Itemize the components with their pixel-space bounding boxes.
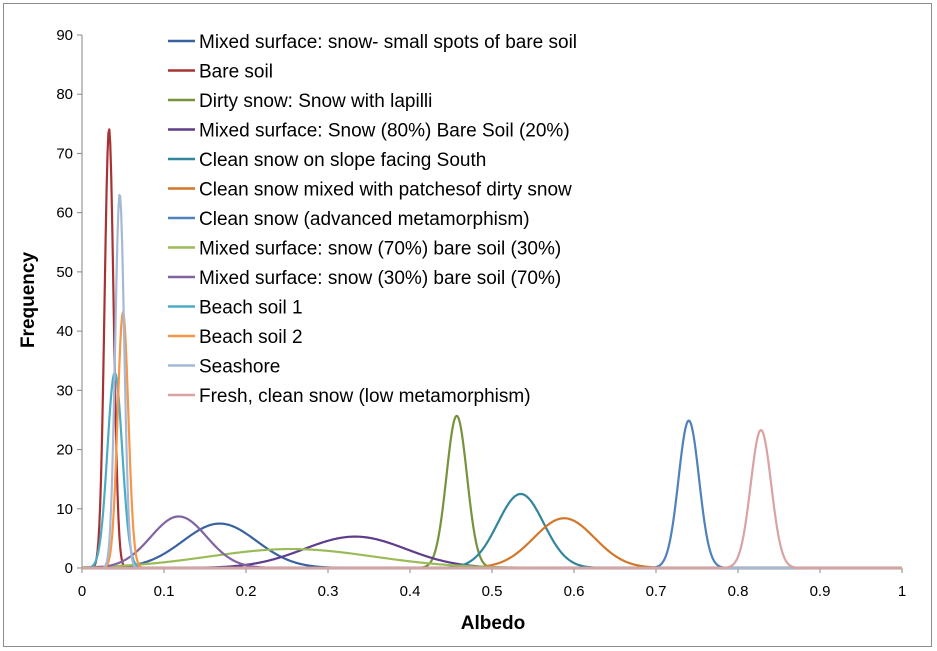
x-tick-label: 0.8 bbox=[728, 583, 749, 600]
legend-entry: Fresh, clean snow (low metamorphism) bbox=[199, 386, 531, 407]
x-tick-label: 0.1 bbox=[154, 583, 175, 600]
x-tick-label: 0.4 bbox=[400, 583, 421, 600]
legend: Mixed surface: snow- small spots of bare… bbox=[168, 32, 577, 407]
y-tick-label: 20 bbox=[56, 442, 73, 459]
legend-entry: Beach soil 1 bbox=[199, 298, 303, 319]
x-tick-label: 0.2 bbox=[236, 583, 257, 600]
legend-entry: Beach soil 2 bbox=[199, 327, 303, 348]
x-tick-label: 0.7 bbox=[646, 583, 667, 600]
legend-entry: Bare soil bbox=[199, 62, 273, 83]
x-tick-label: 0.3 bbox=[318, 583, 339, 600]
y-tick-label: 0 bbox=[65, 560, 73, 577]
series-line-3 bbox=[81, 414, 903, 570]
legend-entry: Dirty snow: Snow with lapilli bbox=[199, 91, 432, 112]
series-line-7 bbox=[81, 419, 903, 570]
y-tick-label: 30 bbox=[56, 382, 73, 399]
series-curves bbox=[81, 128, 903, 570]
x-tick-label: 0 bbox=[78, 583, 86, 600]
y-axis-title: Frequency bbox=[18, 252, 39, 349]
legend-entry: Mixed surface: Snow (80%) Bare Soil (20%… bbox=[199, 121, 570, 142]
legend-entry: Clean snow (advanced metamorphism) bbox=[199, 209, 530, 230]
series-line-11 bbox=[81, 311, 903, 570]
y-tick-label: 80 bbox=[56, 86, 73, 103]
legend-entry: Mixed surface: snow (30%) bare soil (70%… bbox=[199, 268, 561, 289]
y-tick-label: 70 bbox=[56, 145, 73, 162]
y-tick-label: 60 bbox=[56, 205, 73, 222]
legend-entry: Clean snow on slope facing South bbox=[199, 150, 486, 171]
legend-entry: Mixed surface: snow (70%) bare soil (30%… bbox=[199, 239, 561, 260]
series-line-1 bbox=[81, 522, 903, 570]
x-tick-label: 1 bbox=[898, 583, 906, 600]
chart-frame bbox=[3, 3, 932, 647]
legend-entry: Mixed surface: snow- small spots of bare… bbox=[199, 32, 577, 53]
y-tick-label: 10 bbox=[56, 501, 73, 518]
y-tick-label: 40 bbox=[56, 323, 73, 340]
legend-entry: Clean snow mixed with patchesof dirty sn… bbox=[199, 180, 572, 201]
y-tick-label: 90 bbox=[56, 27, 73, 44]
legend-entry: Seashore bbox=[199, 357, 280, 378]
x-tick-label: 0.9 bbox=[810, 583, 831, 600]
x-axis-title: Albedo bbox=[461, 613, 525, 634]
series-line-13 bbox=[81, 428, 903, 570]
x-tick-label: 0.6 bbox=[564, 583, 585, 600]
axes: 0 10 20 30 40 50 60 70 80 90 0 0.1 0.2 0.3 0.4 0.5 0.6 0.… bbox=[56, 27, 906, 600]
y-tick-label: 50 bbox=[56, 264, 73, 281]
x-tick-label: 0.5 bbox=[482, 583, 503, 600]
